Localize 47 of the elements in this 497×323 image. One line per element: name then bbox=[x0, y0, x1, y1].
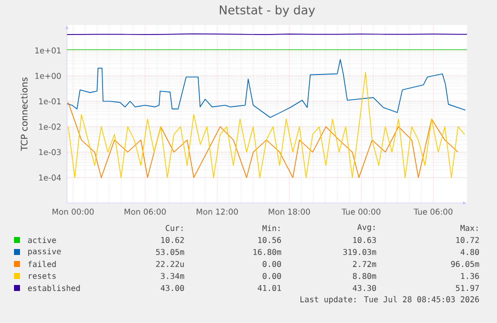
text: 43.30 bbox=[352, 284, 376, 292]
y-tick-label: 1e-02 bbox=[39, 124, 61, 130]
text: 22.22u bbox=[156, 260, 184, 268]
text: Cur: bbox=[166, 224, 183, 232]
text: 8.80m bbox=[352, 272, 376, 280]
line-series bbox=[68, 102, 458, 178]
line-series bbox=[68, 72, 465, 178]
y-tick-label: 1e-01 bbox=[39, 98, 61, 104]
y-tick-label: 1e-04 bbox=[39, 174, 61, 181]
text: Last update: Tue Jul 28 08:45:03 2026 bbox=[300, 296, 479, 304]
text: 10.56 bbox=[258, 236, 281, 244]
text: Min: bbox=[262, 224, 280, 232]
text: 53.05m bbox=[156, 248, 184, 256]
text: 16.80m bbox=[254, 248, 282, 256]
text: 10.72 bbox=[456, 236, 479, 244]
text: Max: bbox=[460, 225, 478, 231]
x-tick-label: Mon 06:00 bbox=[124, 208, 166, 215]
text: 0.00 bbox=[262, 260, 281, 268]
x-tick-label: Tue 06:00 bbox=[414, 208, 452, 215]
text: 51.97 bbox=[456, 284, 479, 292]
y-tick-label: 1e+01 bbox=[35, 47, 61, 54]
line-series bbox=[67, 59, 466, 118]
x-tick-label: Mon 18:00 bbox=[268, 208, 310, 215]
x-tick-label: Mon 00:00 bbox=[52, 208, 94, 215]
text: 0.00 bbox=[262, 272, 281, 280]
legend-label: established bbox=[28, 284, 80, 292]
x-tick-label: Mon 12:00 bbox=[196, 208, 238, 215]
legend-label: failed bbox=[28, 260, 56, 268]
text: 4.80 bbox=[460, 248, 479, 256]
text: 1.36 bbox=[461, 272, 479, 280]
chart-title: Netstat - by day bbox=[220, 5, 315, 17]
text: 10.62 bbox=[161, 236, 184, 244]
text: Avg: bbox=[357, 224, 375, 232]
text: 3.34m bbox=[160, 272, 184, 280]
text: 2.72m bbox=[352, 261, 376, 267]
x-tick-label: Tue 00:00 bbox=[342, 208, 380, 215]
text: 319.03m bbox=[343, 248, 376, 256]
text: 10.63 bbox=[353, 236, 376, 244]
y-tick-label: 1e-03 bbox=[39, 149, 61, 156]
legend-label: resets bbox=[28, 273, 56, 279]
legend-label: passive bbox=[28, 248, 61, 256]
y-axis-title: TCP connections bbox=[20, 78, 28, 151]
legend-label: active bbox=[28, 236, 56, 244]
text: 96.05m bbox=[451, 260, 480, 268]
text: 43.00 bbox=[160, 284, 184, 292]
y-tick-label: 1e+00 bbox=[35, 72, 61, 79]
text: 41.01 bbox=[258, 284, 281, 292]
